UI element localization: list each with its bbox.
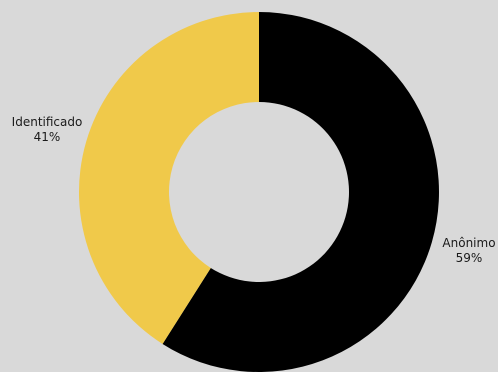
slice-label-percent: 59% (456, 251, 483, 265)
slice-identificado (79, 12, 259, 344)
slices-group (79, 12, 439, 372)
slice-anônimo (162, 12, 439, 372)
slice-label-percent: 41% (34, 130, 61, 144)
slice-label-name: Identificado (12, 115, 83, 129)
slice-label-name: Anônimo (442, 236, 495, 250)
